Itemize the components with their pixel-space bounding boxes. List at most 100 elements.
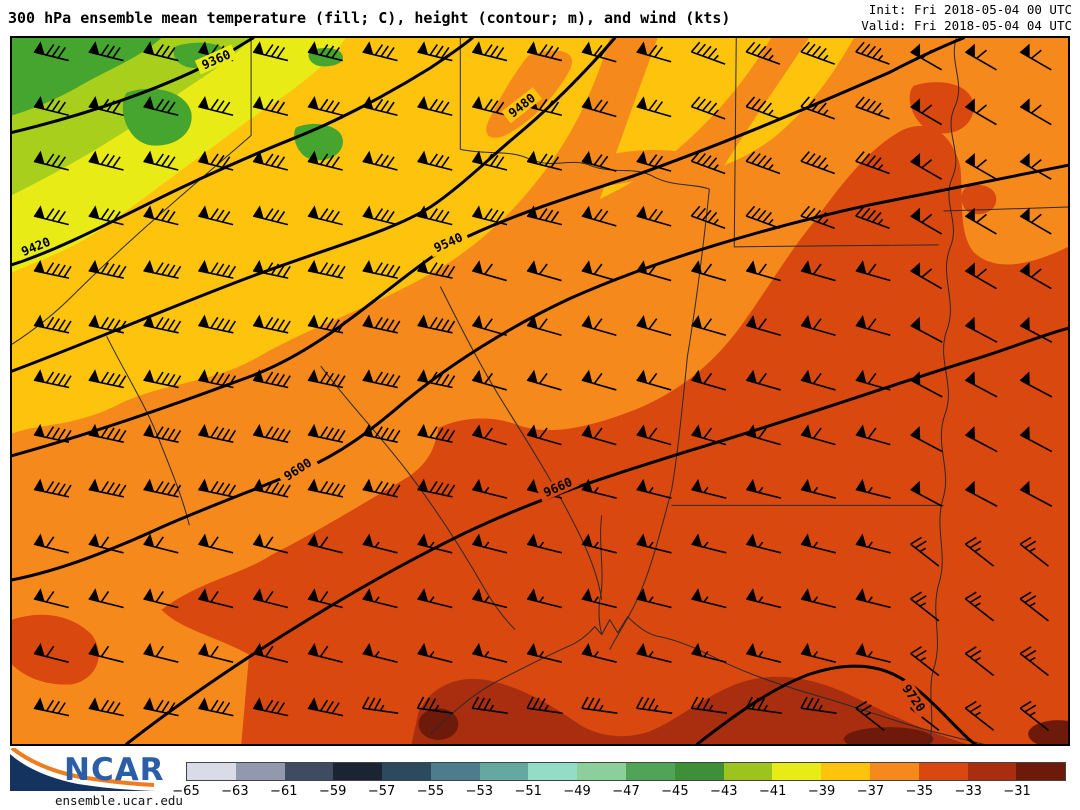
colorbar-segment — [235, 763, 285, 780]
wind-barb — [33, 697, 70, 717]
wind-barb — [745, 205, 781, 229]
colorbar-segment — [479, 763, 529, 780]
wind-barb — [526, 369, 562, 391]
wind-barb — [472, 95, 508, 117]
wind-barb — [307, 533, 343, 554]
temperature-fill-green-blob-1 — [12, 38, 162, 116]
wind-barb — [307, 150, 343, 171]
weather-map: 9360 9420 9480 9540 9600 9660 9720 — [10, 36, 1070, 746]
wind-barb — [800, 588, 837, 609]
colorbar-tick-label: −49 — [563, 784, 591, 799]
ncar-swoosh-icon — [10, 746, 156, 791]
wind-barb — [636, 424, 672, 446]
height-contour-9600 — [12, 163, 1068, 582]
wind-barb — [691, 588, 727, 609]
wind-barb — [472, 533, 508, 554]
colorbar-tick-label: −43 — [710, 784, 738, 799]
wind-barb — [472, 369, 507, 391]
wind-barb — [745, 696, 782, 714]
wind-barb — [581, 314, 617, 337]
wind-barb — [362, 41, 398, 62]
wind-barb — [1019, 426, 1053, 453]
footer: NCAR ensemble.ucar.edu −65 −63 −61 −59 −57 −5… — [0, 746, 1080, 810]
wind-barb — [307, 259, 346, 279]
colorbar-tick-label: −45 — [661, 784, 689, 799]
wind-barb — [855, 478, 891, 499]
wind-barb — [746, 588, 782, 609]
wind-barb — [964, 43, 997, 71]
wind-barb — [307, 588, 343, 609]
colorbar-segment — [1016, 763, 1066, 780]
wind-barb — [581, 424, 617, 446]
wind-barb — [198, 478, 237, 498]
wind-barb — [417, 95, 453, 117]
wind-barb — [855, 424, 891, 446]
wind-barb — [690, 696, 728, 714]
wind-barb — [252, 150, 289, 171]
colorbar-tick-label: −39 — [807, 784, 836, 799]
height-contour-9420 — [12, 38, 474, 267]
wind-barb — [472, 150, 508, 171]
geo-pecos-river — [106, 336, 190, 526]
wind-barb — [252, 478, 291, 498]
wind-barb — [1019, 591, 1049, 622]
temperature-fill-maroon-blob-3 — [1028, 720, 1068, 744]
wind-barb — [526, 150, 563, 171]
wind-barb — [964, 591, 995, 622]
wind-barb — [417, 41, 453, 62]
wind-barb — [965, 371, 998, 398]
wind-barb — [910, 207, 943, 235]
temperature-colorbar — [186, 762, 1066, 781]
wind-barb — [88, 423, 127, 443]
wind-barb — [252, 588, 289, 609]
temperature-fill-maroon-blob-2 — [843, 727, 934, 744]
wind-barb — [88, 478, 127, 498]
wind-barb — [745, 96, 781, 120]
geo-trinity-river — [598, 515, 603, 635]
wind-barb — [800, 96, 835, 120]
colorbar-segment — [187, 763, 236, 780]
wind-barb — [33, 642, 69, 663]
wind-barb — [526, 314, 562, 337]
wind-barb — [362, 259, 401, 279]
wind-barb — [691, 369, 727, 391]
temperature-fill-redorange-blob-ne1 — [909, 82, 974, 134]
wind-barb — [417, 259, 456, 279]
wind-barb — [526, 424, 562, 446]
wind-barb — [33, 205, 69, 226]
wind-barb — [307, 642, 343, 663]
wind-barb — [581, 588, 617, 609]
colorbar-tick-label: −53 — [465, 784, 494, 799]
wind-barb — [745, 260, 781, 282]
wind-barb — [636, 314, 672, 337]
wind-barb — [33, 95, 69, 117]
wind-barb — [307, 41, 343, 62]
wind-barb — [636, 478, 672, 499]
wind-barb — [800, 369, 836, 391]
wind-barb — [691, 642, 727, 663]
wind-barb — [855, 260, 891, 282]
wind-barb — [33, 478, 72, 498]
wind-barb — [472, 424, 507, 446]
wind-barb — [252, 259, 291, 279]
wind-barb — [361, 696, 399, 714]
wind-barb — [33, 369, 72, 389]
wind-barb — [636, 642, 672, 663]
colorbar-tick-label: −57 — [367, 784, 396, 799]
wind-barb — [252, 314, 291, 334]
wind-barb — [855, 533, 891, 554]
colorbar-segment — [674, 763, 724, 780]
colorbar-tick-label: −51 — [514, 784, 542, 799]
colorbar-tick-label: −63 — [221, 784, 249, 799]
wind-barb — [88, 588, 124, 609]
wind-barb — [1019, 207, 1052, 235]
wind-barb — [416, 696, 454, 714]
wind-barb — [252, 369, 291, 389]
wind-barb — [1019, 152, 1052, 180]
wind-barb — [252, 41, 289, 62]
wind-barb — [362, 642, 398, 663]
wind-barb — [307, 697, 344, 717]
wind-barb — [362, 205, 398, 226]
colorbar-segment — [382, 763, 431, 780]
